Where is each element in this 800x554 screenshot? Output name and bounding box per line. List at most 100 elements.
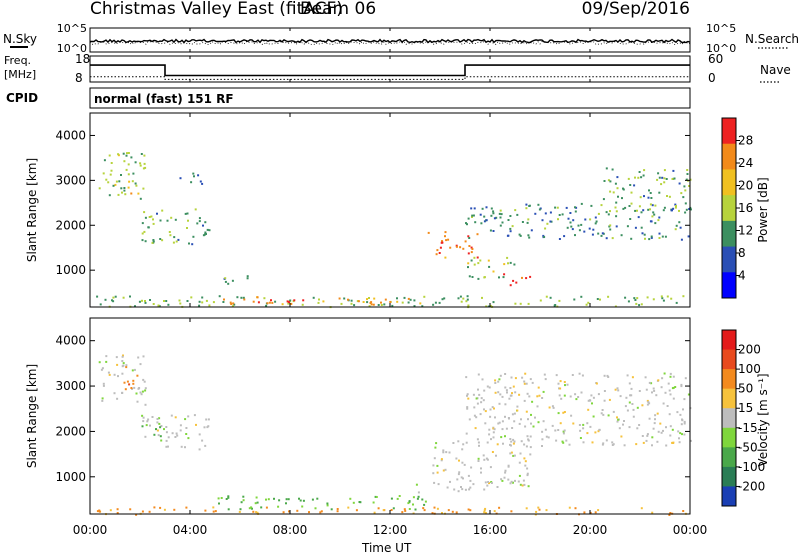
data-cell [608,225,611,228]
data-cell [166,219,169,222]
data-cell [128,383,131,386]
data-cell [518,474,521,477]
data-cell [471,214,474,217]
data-cell [273,497,275,500]
data-cell [536,405,539,408]
data-cell [468,275,471,278]
data-cell [198,217,201,220]
data-cell [657,430,660,433]
data-cell [518,233,521,236]
data-cell [466,406,469,409]
data-cell [611,441,614,444]
data-cell [483,389,486,392]
colorbar-segment [722,195,736,222]
data-cell [144,435,147,438]
data-cell [212,510,215,513]
data-cell [180,445,183,448]
data-cell [590,394,593,397]
data-cell [669,393,672,396]
data-cell [523,380,526,383]
data-cell [601,232,604,235]
data-cell [592,415,595,418]
data-cell [373,511,376,514]
data-cell [674,228,677,231]
data-cell [594,222,597,225]
data-cell [688,185,691,187]
data-cell [461,448,464,451]
data-cell [563,429,566,432]
data-cell [646,433,649,436]
data-cell [152,303,155,305]
data-cell [683,185,686,188]
data-cell [680,423,683,426]
colorbar-tick-label: 8 [738,246,746,260]
y-tick-label: 2000 [55,218,86,232]
data-cell [494,416,496,419]
data-cell [495,454,497,457]
data-cell [374,495,377,498]
data-cell [598,428,601,431]
data-cell [184,418,187,421]
data-cell [538,208,541,211]
data-cell [139,363,142,366]
freq-left-tick-bottom: 8 [75,71,83,85]
data-cell [470,246,473,249]
data-cell [609,224,612,227]
colorbar-segment [722,169,736,196]
data-cell [625,396,628,399]
data-cell [656,178,659,181]
data-cell [649,203,652,206]
data-cell [102,382,105,385]
data-cell [390,509,393,511]
data-cell [603,374,606,377]
data-cell [569,221,572,224]
data-cell [535,510,538,513]
data-cell [566,226,569,229]
data-cell [654,418,656,421]
data-cell [640,211,643,214]
data-cell [640,507,643,510]
data-cell [152,218,154,221]
data-cell [534,416,536,419]
data-cell [503,273,506,276]
data-cell [563,235,566,238]
data-cell [636,427,639,430]
data-cell [678,441,681,444]
data-cell [525,507,528,510]
data-cell [668,413,671,416]
freq-label-bottom: [MHz] [4,68,36,81]
data-cell [486,458,489,461]
data-cell [316,497,319,500]
data-cell [157,434,160,437]
data-cell [630,387,633,390]
power-data [96,152,692,309]
data-cell [225,498,228,500]
data-cell [123,381,126,384]
data-cell [489,304,492,307]
data-cell [301,303,304,306]
data-cell [467,304,470,307]
data-cell [107,371,110,374]
data-cell [676,411,679,414]
data-cell [268,301,271,304]
data-cell [506,391,508,394]
data-cell [274,300,277,303]
data-cell [111,299,113,302]
data-cell [98,510,101,513]
data-cell [510,510,513,513]
data-cell [504,373,507,375]
data-cell [687,235,690,238]
data-cell [359,501,362,504]
data-cell [541,397,544,399]
data-cell [607,213,610,216]
data-cell [482,399,485,402]
noise-left-tick-top: 10^5 [57,22,87,35]
data-cell [423,295,426,298]
data-cell [121,372,124,375]
data-cell [266,302,269,305]
data-cell [509,443,511,446]
x-tick-label: 08:00 [273,523,308,537]
data-cell [212,506,215,509]
data-cell [452,442,455,444]
data-cell [474,427,477,430]
